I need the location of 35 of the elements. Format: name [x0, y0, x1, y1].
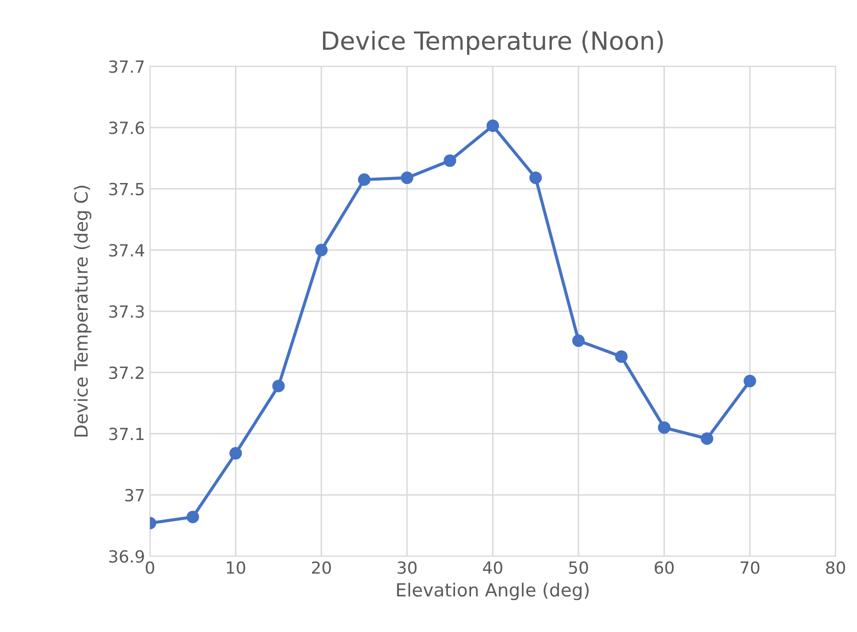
y-tick-label: 37.2	[109, 366, 144, 380]
x-tick-label: 0	[146, 561, 154, 574]
x-tick-label: 40	[482, 561, 502, 574]
y-tick-label: 37.3	[109, 305, 144, 318]
x-tick-label: 30	[398, 561, 417, 574]
point	[700, 432, 714, 445]
point	[272, 380, 285, 392]
y-axis-title: Device Temperature (deg C)	[74, 186, 92, 437]
point	[572, 334, 585, 347]
point	[315, 244, 328, 256]
point	[744, 374, 756, 388]
x-tick-label: 10	[226, 561, 246, 574]
y-tick-label: 37.1	[109, 428, 144, 440]
y-tick-label: 37.7	[109, 60, 144, 73]
x-axis-title: Elevation Angle (deg)	[397, 582, 589, 600]
y-tick-label: 37.4	[109, 244, 144, 257]
point	[400, 172, 414, 184]
x-tick-label: 80	[826, 561, 846, 574]
point	[486, 120, 500, 132]
point	[229, 447, 242, 460]
y-tick-label: 37.5	[109, 182, 144, 196]
point	[444, 154, 456, 167]
point	[358, 173, 370, 186]
y-tick-label: 37	[125, 488, 144, 502]
x-tick-label: 20	[312, 561, 331, 574]
point	[529, 172, 542, 184]
y-tick-label: 37.6	[109, 122, 144, 134]
chart-title: Device Temperature (Noon)	[323, 30, 663, 55]
y-tick-label: 36.9	[109, 550, 144, 563]
point	[658, 421, 670, 434]
point	[186, 510, 200, 524]
x-tick-label: 60	[654, 561, 674, 574]
x-tick-label: 50	[569, 561, 588, 574]
point	[615, 350, 628, 363]
x-tick-label: 70	[740, 561, 760, 574]
